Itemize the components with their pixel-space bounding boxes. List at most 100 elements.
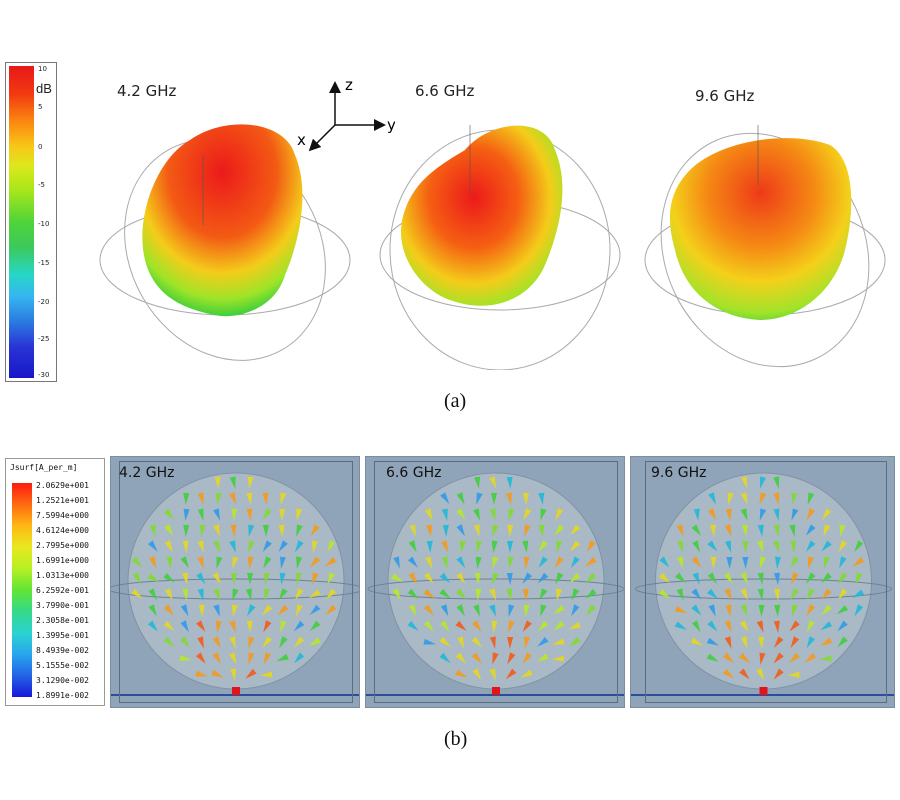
current-arrow <box>554 556 564 568</box>
current-arrow <box>506 588 513 601</box>
current-arrow <box>213 508 221 521</box>
current-arrow <box>791 572 799 585</box>
current-arrow <box>474 476 481 489</box>
legend-title: Jsurf[A_per_m] <box>10 463 78 472</box>
current-arrow <box>759 476 766 489</box>
current-arrow <box>232 588 239 601</box>
current-freq-label: 6.6 GHz <box>386 465 442 481</box>
current-arrow <box>491 492 498 505</box>
current-arrow <box>455 620 467 631</box>
current-arrow <box>677 540 684 553</box>
current-sphere <box>111 472 359 696</box>
current-arrow <box>839 524 846 537</box>
current-arrow <box>773 588 780 601</box>
current-arrow <box>805 572 816 584</box>
current-arrow <box>740 604 748 617</box>
current-arrow <box>772 540 780 553</box>
current-arrow <box>475 556 482 569</box>
current-arrow <box>568 621 581 630</box>
current-arrow <box>182 588 189 601</box>
current-arrow <box>261 604 273 616</box>
current-arrow <box>555 508 564 521</box>
current-arrow <box>423 604 434 616</box>
current-arrow <box>773 668 784 680</box>
current-arrow <box>552 638 565 645</box>
current-arrow <box>279 572 286 585</box>
current-arrow <box>196 572 206 585</box>
current-arrow <box>757 540 763 553</box>
panel-frame <box>374 461 618 703</box>
current-arrow <box>758 636 765 649</box>
current-arrow <box>279 508 286 521</box>
current-arrow <box>230 572 237 585</box>
current-arrow <box>212 636 221 649</box>
current-arrow <box>197 588 204 601</box>
feed-point <box>232 687 240 695</box>
current-arrow <box>211 669 224 678</box>
current-arrow <box>838 572 848 584</box>
current-arrow <box>325 604 337 616</box>
current-arrow <box>407 588 419 600</box>
current-arrow <box>180 620 189 633</box>
current-arrow <box>569 572 581 583</box>
current-arrow <box>392 588 401 601</box>
current-arrow <box>677 556 684 569</box>
current-arrow <box>423 638 436 645</box>
db-tick: -30 <box>38 371 50 379</box>
db-tick: -15 <box>38 259 50 267</box>
current-arrow <box>791 508 799 521</box>
current-arrow <box>409 524 416 537</box>
current-arrow <box>440 620 450 632</box>
current-arrow <box>492 556 499 569</box>
current-arrow <box>213 540 220 553</box>
current-arrow <box>229 620 236 633</box>
current-arrow <box>195 652 206 664</box>
current-arrow <box>708 604 716 617</box>
current-arrow <box>263 620 272 633</box>
current-arrow <box>247 604 256 617</box>
current-arrow <box>854 540 864 553</box>
current-arrow <box>196 620 206 632</box>
current-arrow <box>808 556 814 569</box>
current-arrow <box>198 604 205 617</box>
current-arrow <box>180 636 190 648</box>
current-panel-9-6ghz: 9.6 GHz <box>630 456 895 708</box>
current-arrow <box>489 604 496 617</box>
current-arrow <box>742 556 749 569</box>
current-arrow <box>278 524 285 537</box>
current-arrow <box>278 588 288 601</box>
current-arrow <box>523 604 530 617</box>
current-arrow <box>821 540 832 552</box>
current-arrow <box>507 556 514 569</box>
current-arrow <box>707 572 717 585</box>
current-panel-6-6ghz: 6.6 GHz <box>365 456 625 708</box>
current-arrow <box>524 524 531 537</box>
current-arrow <box>724 620 732 633</box>
current-arrow <box>852 557 865 567</box>
current-arrow <box>455 588 466 600</box>
current-arrow <box>820 621 833 631</box>
current-arrow <box>263 652 272 665</box>
db-tick: 0 <box>38 143 43 151</box>
current-arrow <box>805 540 816 552</box>
current-arrow <box>215 620 222 633</box>
current-arrow <box>855 572 863 585</box>
db-tick: 5 <box>38 103 43 111</box>
current-arrow <box>180 604 189 617</box>
current-arrow <box>585 557 597 567</box>
current-arrow <box>691 620 701 633</box>
current-arrow <box>773 620 780 633</box>
current-arrow <box>757 588 764 601</box>
current-arrow <box>823 556 830 569</box>
current-arrow <box>822 508 832 520</box>
x-axis-label: x <box>297 131 306 149</box>
current-arrow <box>423 572 434 584</box>
current-arrow <box>262 492 269 505</box>
current-arrow <box>489 508 496 521</box>
legend-gradient <box>12 483 32 697</box>
current-arrow <box>691 604 702 616</box>
current-arrow <box>246 492 253 505</box>
current-arrow <box>296 604 303 617</box>
current-arrow <box>195 670 208 677</box>
current-arrow <box>457 636 464 649</box>
